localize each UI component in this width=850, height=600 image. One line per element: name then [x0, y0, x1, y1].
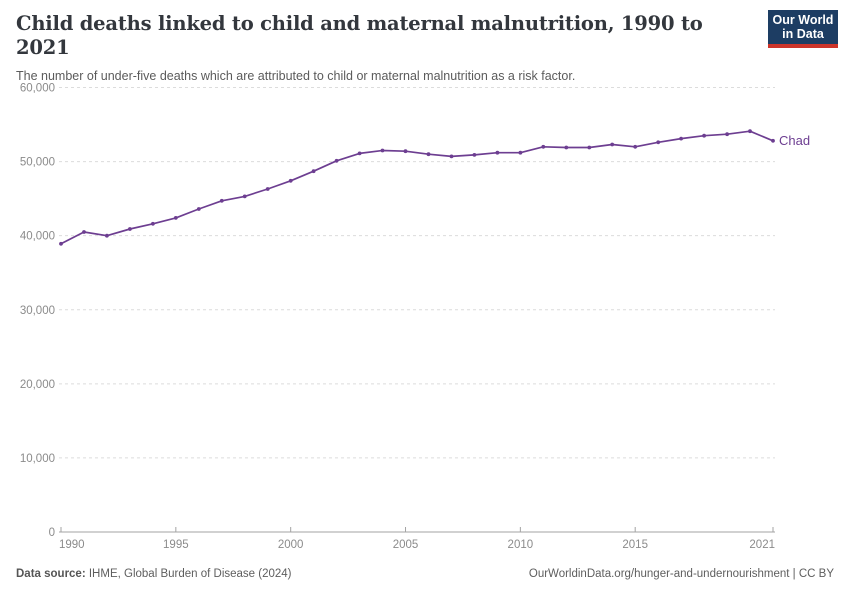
chart-footer: Data source: IHME, Global Burden of Dise…: [16, 568, 834, 580]
data-point[interactable]: [702, 133, 706, 138]
data-point[interactable]: [380, 148, 385, 153]
owid-logo-line2: in Data: [782, 27, 824, 41]
data-point[interactable]: [59, 241, 63, 246]
entity-label[interactable]: Chad: [779, 133, 810, 148]
data-line[interactable]: [60, 130, 774, 245]
owid-logo-line1: Our World: [772, 13, 834, 27]
data-point[interactable]: [587, 145, 592, 150]
y-tick-label: 40,000: [20, 231, 55, 243]
data-point[interactable]: [725, 132, 729, 137]
data-point[interactable]: [82, 230, 86, 234]
chart-header: Child deaths linked to child and materna…: [16, 12, 755, 84]
page-title: Child deaths linked to child and materna…: [16, 12, 703, 60]
data-point[interactable]: [771, 138, 775, 143]
data-point[interactable]: [265, 187, 270, 191]
data-point[interactable]: [334, 158, 339, 163]
x-tick-label: 2021: [749, 539, 775, 551]
y-tick-label: 30,000: [20, 305, 55, 317]
data-source-text: IHME, Global Burden of Disease (2024): [85, 568, 292, 580]
data-point[interactable]: [633, 144, 638, 149]
x-tick-label: 2000: [278, 539, 304, 551]
data-point[interactable]: [151, 221, 155, 226]
x-tick-label: 2015: [622, 539, 648, 551]
data-point[interactable]: [564, 145, 569, 150]
data-point[interactable]: [656, 140, 661, 145]
x-tick-label: 1990: [59, 539, 85, 551]
y-tick-label: 60,000: [20, 83, 55, 95]
data-point[interactable]: [242, 194, 247, 199]
data-point[interactable]: [196, 207, 201, 211]
data-point[interactable]: [449, 154, 454, 159]
data-point[interactable]: [219, 198, 224, 203]
owid-logo: Our World in Data: [768, 10, 838, 48]
y-tick-label: 50,000: [20, 157, 55, 169]
data-point[interactable]: [127, 227, 132, 231]
data-point[interactable]: [173, 216, 178, 220]
data-point[interactable]: [403, 149, 408, 154]
x-tick-label: 1995: [163, 539, 189, 551]
data-point[interactable]: [679, 136, 683, 141]
data-source: Data source: IHME, Global Burden of Dise…: [16, 568, 292, 580]
y-tick-label: 10,000: [20, 453, 55, 465]
data-point[interactable]: [288, 178, 293, 183]
data-point[interactable]: [541, 144, 546, 149]
chart-subtitle: The number of under-five deaths which ar…: [16, 68, 576, 83]
data-source-label: Data source:: [16, 568, 86, 580]
y-tick-label: 20,000: [20, 379, 55, 391]
data-point[interactable]: [357, 151, 362, 156]
credit-link[interactable]: OurWorldinData.org/hunger-and-undernouri…: [528, 568, 834, 580]
x-tick-label: 2005: [393, 539, 419, 551]
data-point[interactable]: [518, 150, 523, 155]
data-point[interactable]: [748, 129, 752, 134]
data-point[interactable]: [311, 169, 316, 174]
x-tick-label: 2010: [508, 539, 534, 551]
y-tick-label: 0: [49, 527, 55, 539]
data-point[interactable]: [105, 233, 109, 238]
data-point[interactable]: [495, 150, 500, 155]
data-point[interactable]: [610, 142, 615, 147]
data-point[interactable]: [426, 152, 431, 157]
data-point[interactable]: [472, 153, 477, 157]
